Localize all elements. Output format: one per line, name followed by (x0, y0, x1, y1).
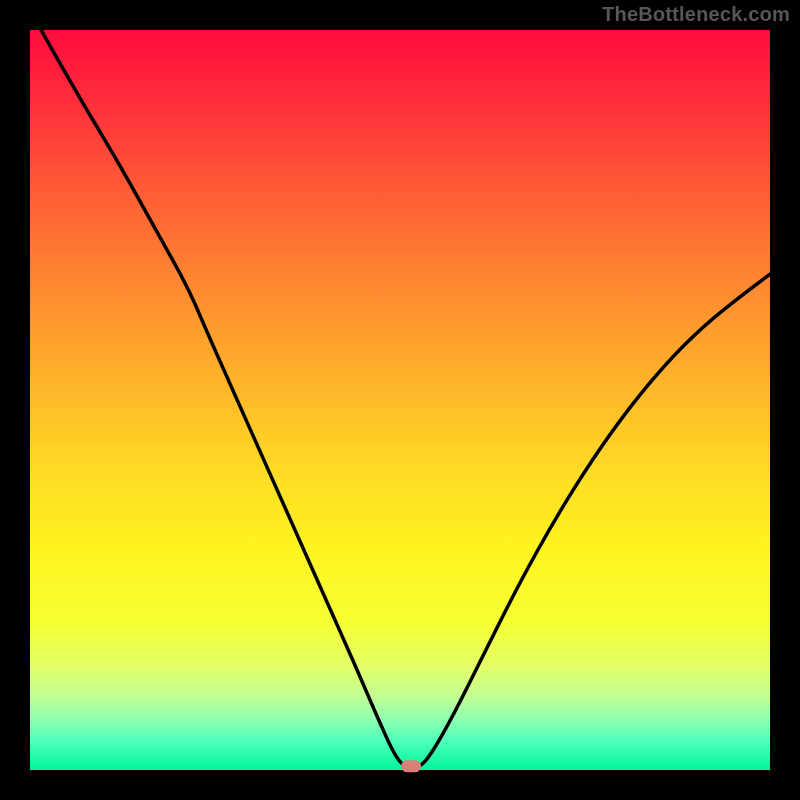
watermark-text: TheBottleneck.com (602, 4, 790, 27)
bottleneck-chart: TheBottleneck.com (0, 0, 800, 800)
chart-svg (0, 0, 800, 800)
